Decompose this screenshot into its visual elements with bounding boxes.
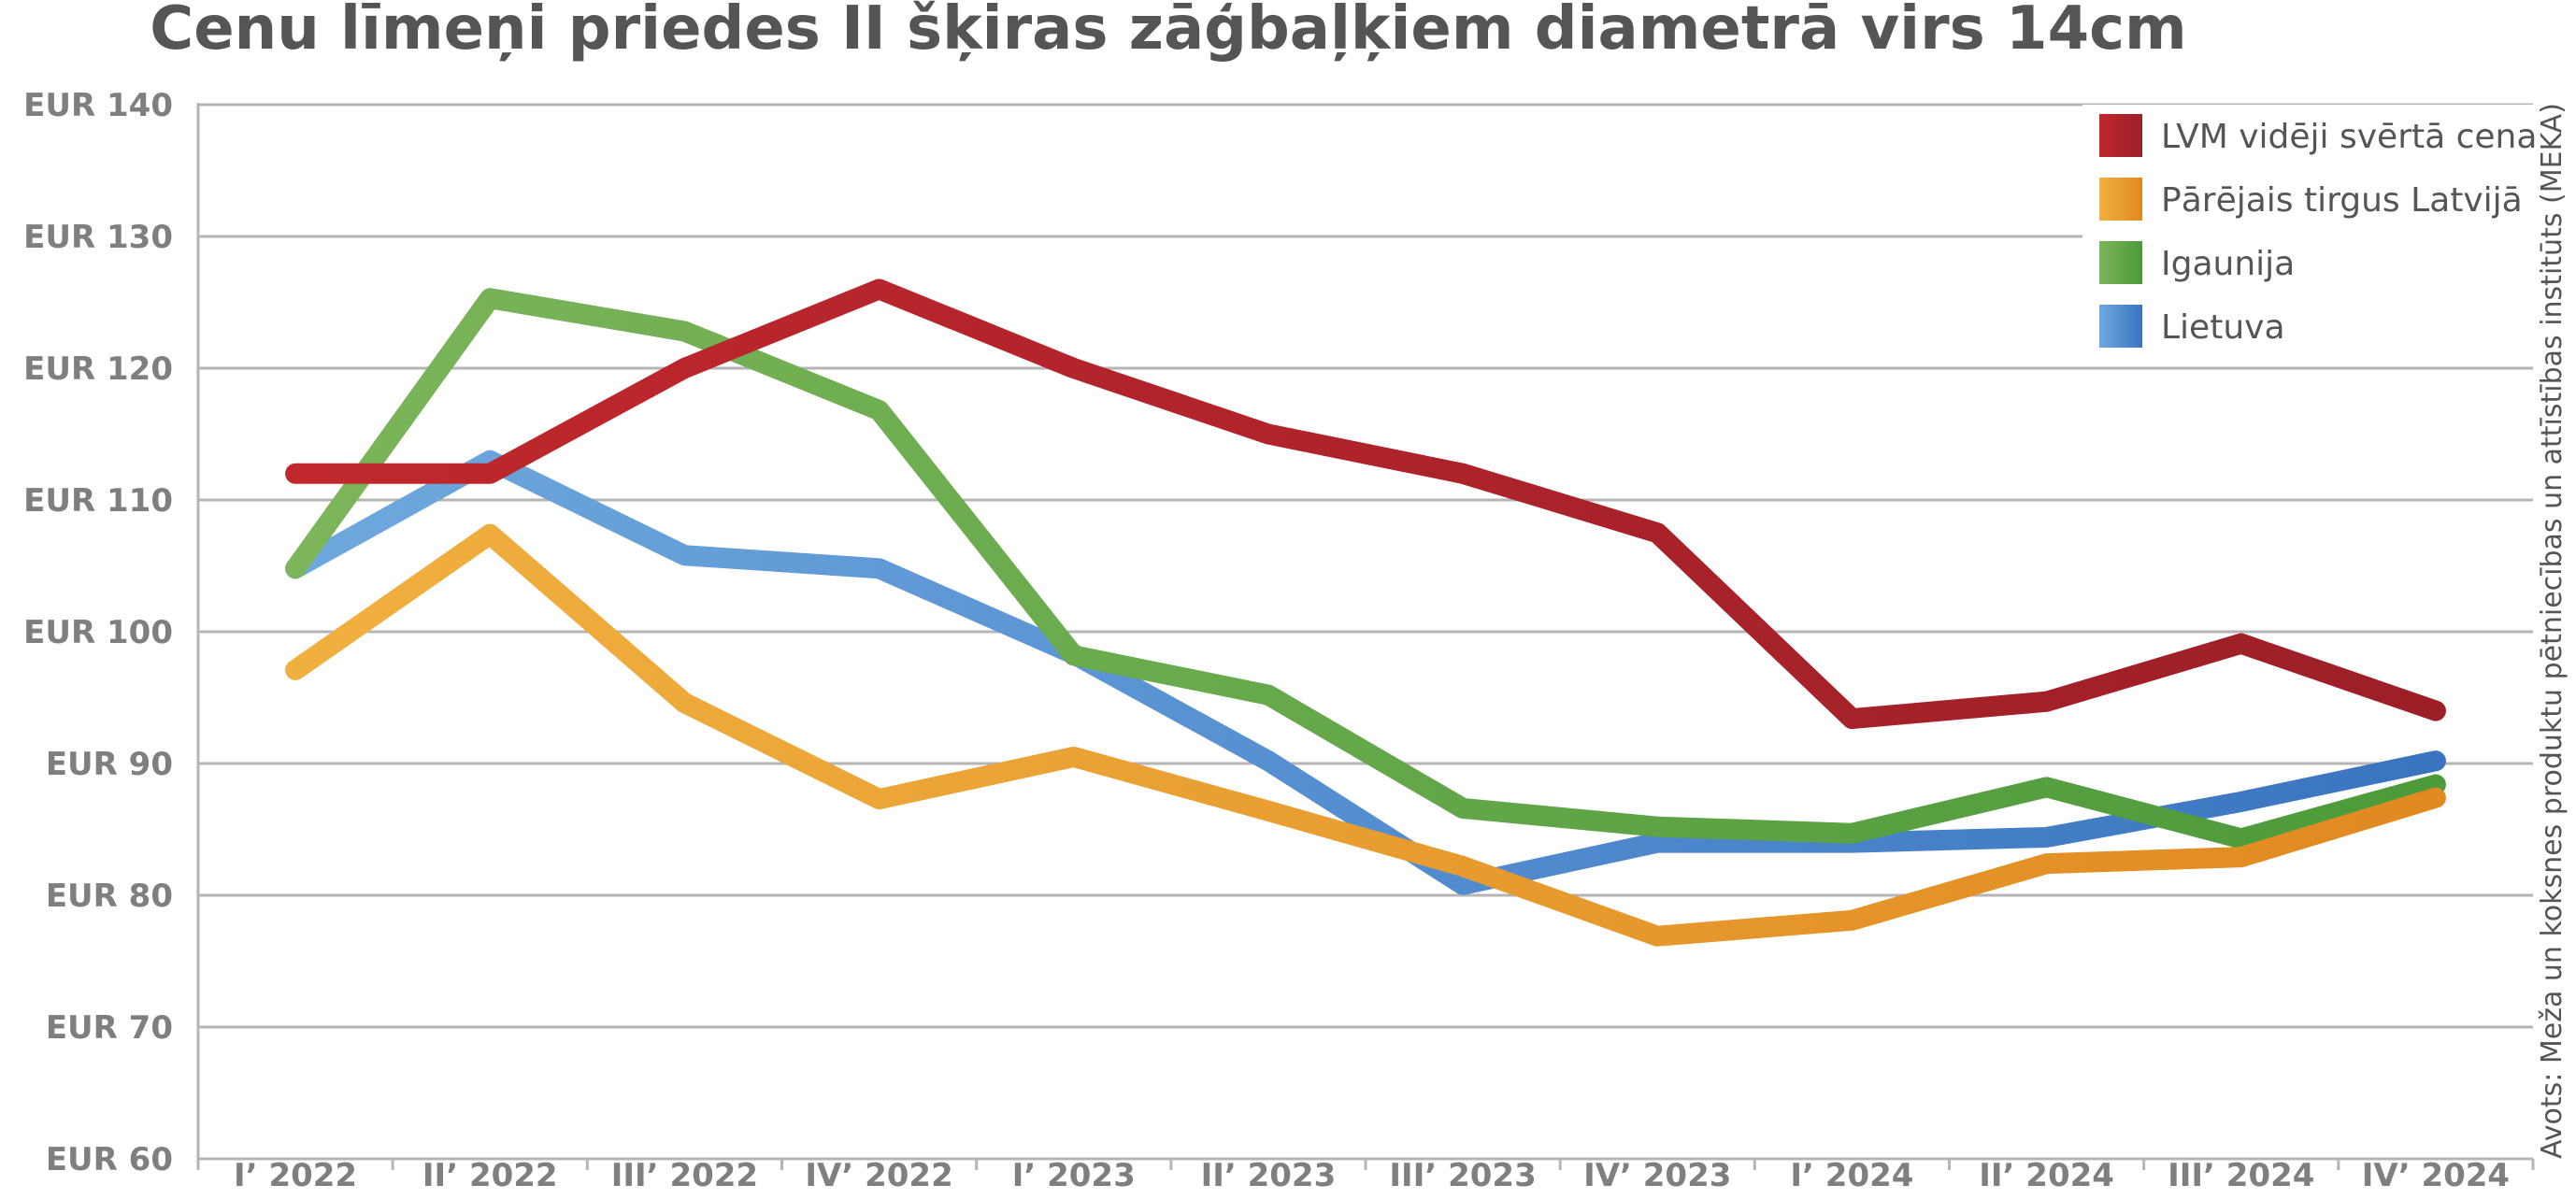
legend-label: Pārējais tirgus Latvijā bbox=[2161, 181, 2523, 220]
y-tick-label: EUR 60 bbox=[46, 1141, 173, 1178]
series-line-1 bbox=[285, 278, 2446, 730]
chart-title: Cenu līmeņi priedes II šķiras zāģbaļķiem… bbox=[150, 0, 2186, 64]
series-line-3 bbox=[285, 288, 2446, 849]
legend-label: Igaunija bbox=[2161, 245, 2295, 283]
x-tick-label: II’ 2022 bbox=[422, 1157, 558, 1194]
x-tick-label: II’ 2023 bbox=[1201, 1157, 1337, 1194]
x-tick-label: III’ 2024 bbox=[2168, 1157, 2314, 1194]
source-note: Avots: Meža un koksnes produktu pētniecī… bbox=[2536, 103, 2569, 1159]
y-tick-label: EUR 140 bbox=[23, 87, 173, 124]
x-tick-label: IV’ 2024 bbox=[2362, 1157, 2510, 1194]
y-tick-label: EUR 70 bbox=[46, 1009, 173, 1047]
x-tick-label: I’ 2024 bbox=[1790, 1157, 1913, 1194]
legend-swatch bbox=[2099, 241, 2142, 284]
legend-swatch bbox=[2099, 114, 2142, 157]
y-tick-label: EUR 100 bbox=[23, 614, 173, 651]
y-tick-label: EUR 120 bbox=[23, 350, 173, 388]
series-line-4 bbox=[285, 450, 2446, 895]
x-axis: I’ 2022 II’ 2022 III’ 2022 IV’ 2022 I’ 2023 I… bbox=[196, 1157, 2535, 1194]
x-tick-label: IV’ 2022 bbox=[805, 1157, 952, 1194]
x-tick-label: IV’ 2023 bbox=[1583, 1157, 1731, 1194]
y-tick-label: EUR 80 bbox=[46, 878, 173, 915]
x-tick-label: I’ 2022 bbox=[234, 1157, 357, 1194]
legend: LVM vidēji svērtā cena Pārējais tirgus La… bbox=[2082, 105, 2537, 363]
y-axis: EUR 60 EUR 70 EUR 80 EUR 90 EUR 100 EUR 110 EU… bbox=[23, 87, 173, 1178]
legend-label: Lietuva bbox=[2161, 308, 2285, 347]
y-tick-label: EUR 110 bbox=[23, 482, 173, 520]
legend-swatch bbox=[2099, 178, 2142, 221]
x-tick-label: III’ 2022 bbox=[611, 1157, 758, 1194]
x-tick-label: I’ 2023 bbox=[1012, 1157, 1136, 1194]
x-tick-label: II’ 2024 bbox=[1979, 1157, 2114, 1194]
legend-swatch bbox=[2099, 305, 2142, 348]
series-lines bbox=[285, 278, 2446, 947]
legend-background bbox=[2082, 105, 2533, 363]
series-line-2 bbox=[285, 523, 2446, 947]
y-tick-label: EUR 90 bbox=[46, 746, 173, 783]
y-tick-label: EUR 130 bbox=[23, 219, 173, 256]
x-tick-label: III’ 2023 bbox=[1389, 1157, 1536, 1194]
legend-label: LVM vidēji svērtā cena bbox=[2161, 118, 2537, 156]
